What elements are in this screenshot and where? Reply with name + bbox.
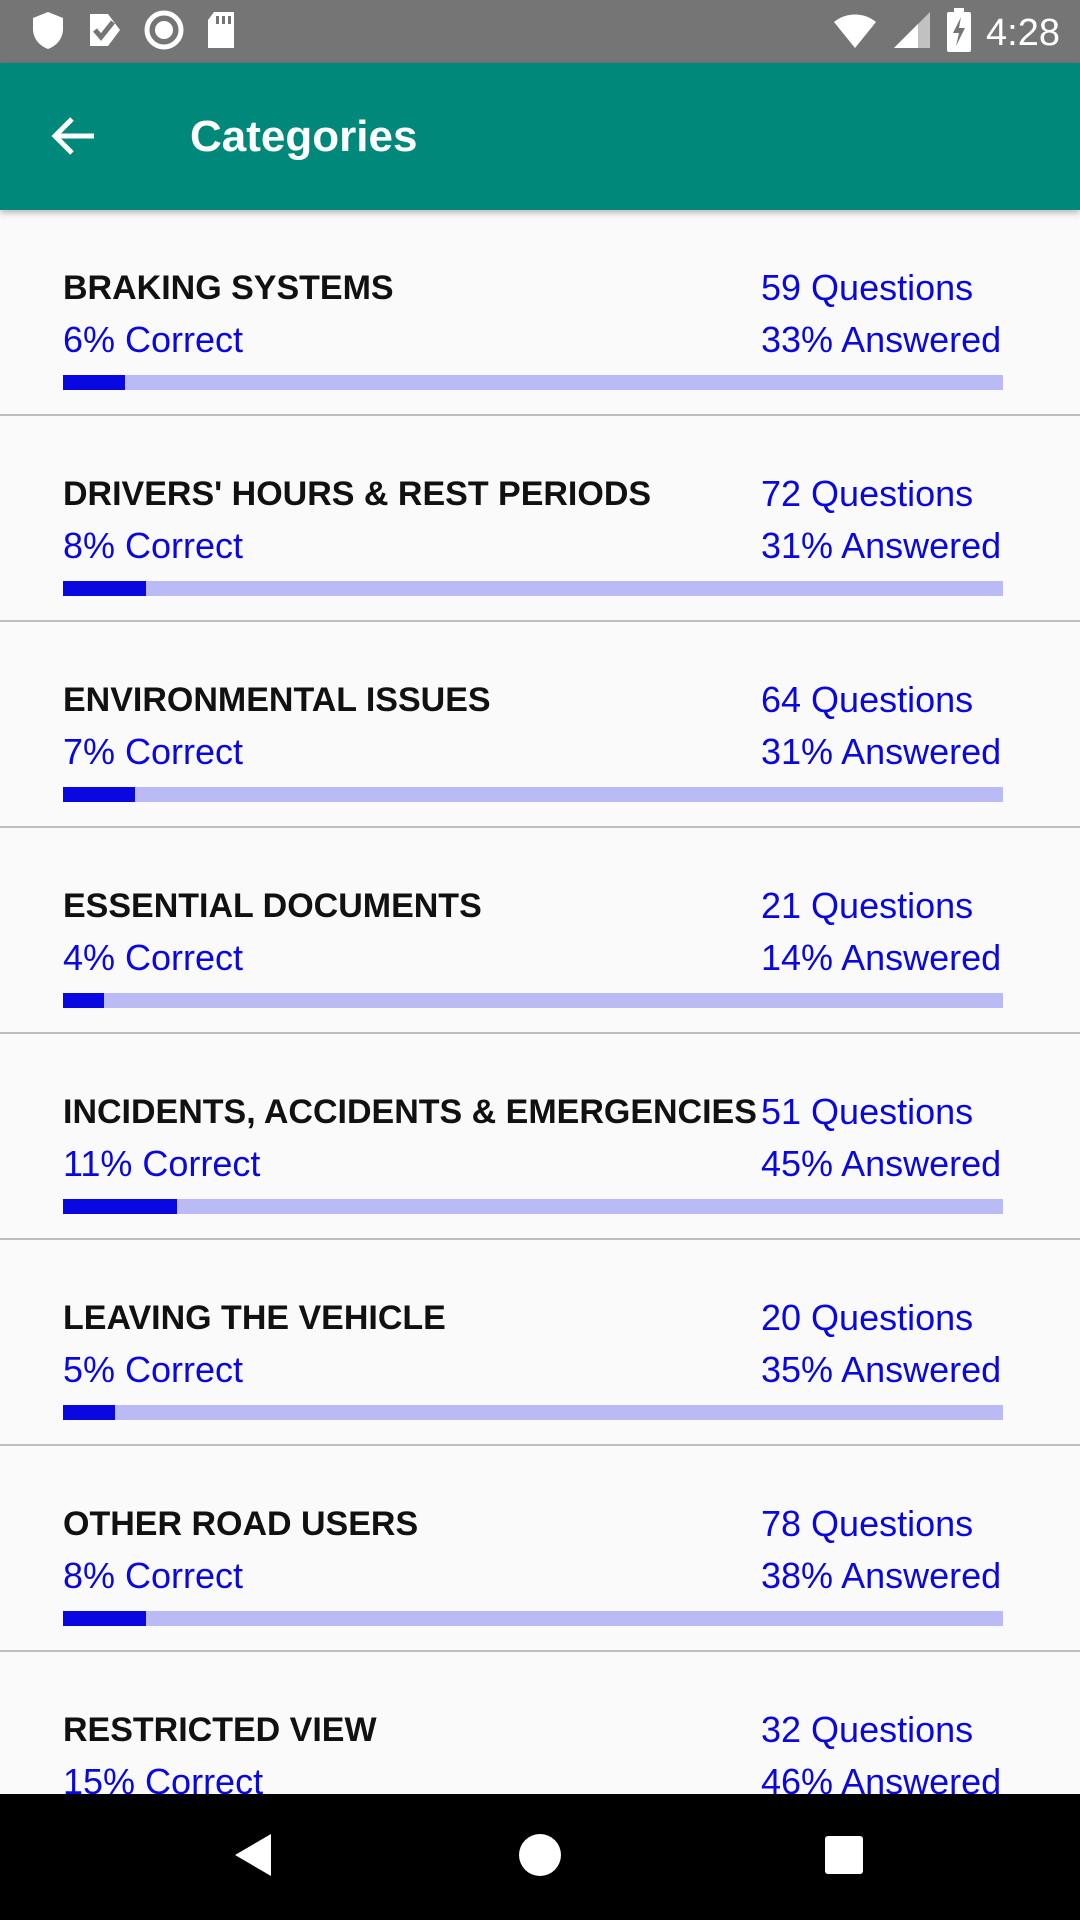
- category-questions: 21 Questions: [761, 885, 974, 926]
- nav-home-icon: [518, 1833, 562, 1882]
- progress-fill: [63, 993, 104, 1008]
- category-row[interactable]: DRIVERS' HOURS & REST PERIODS 8% Correct…: [0, 416, 1080, 622]
- category-correct: 11% Correct: [63, 1143, 261, 1184]
- category-answered: 38% Answered: [761, 1555, 1002, 1596]
- category-answered: 31% Answered: [761, 525, 1002, 566]
- category-row[interactable]: INCIDENTS, ACCIDENTS & EMERGENCIES 11% C…: [0, 1034, 1080, 1240]
- category-correct: 5% Correct: [63, 1349, 244, 1390]
- category-name: BRAKING SYSTEMS: [63, 269, 394, 307]
- category-name: ENVIRONMENTAL ISSUES: [63, 681, 491, 719]
- category-questions: 51 Questions: [761, 1091, 974, 1132]
- category-name: LEAVING THE VEHICLE: [63, 1299, 446, 1337]
- back-button[interactable]: [38, 103, 108, 173]
- category-name: ESSENTIAL DOCUMENTS: [63, 887, 482, 925]
- nav-home-button[interactable]: [505, 1822, 575, 1892]
- nav-recents-icon: [824, 1835, 864, 1880]
- category-questions: 20 Questions: [761, 1297, 974, 1338]
- category-answered: 33% Answered: [761, 319, 1002, 360]
- progress-bar: [63, 993, 1003, 1008]
- progress-bar: [63, 1199, 1003, 1214]
- category-row[interactable]: BRAKING SYSTEMS 6% Correct 59 Questions …: [0, 210, 1080, 416]
- category-correct: 7% Correct: [63, 731, 244, 772]
- category-questions: 32 Questions: [761, 1709, 974, 1750]
- progress-fill: [63, 581, 146, 596]
- nav-back-icon: [231, 1831, 275, 1884]
- category-answered: 14% Answered: [761, 937, 1002, 978]
- category-questions: 78 Questions: [761, 1503, 974, 1544]
- category-row[interactable]: ESSENTIAL DOCUMENTS 4% Correct 21 Questi…: [0, 828, 1080, 1034]
- category-list[interactable]: BRAKING SYSTEMS 6% Correct 59 Questions …: [0, 210, 1080, 1794]
- wifi-icon: [832, 10, 878, 55]
- category-correct: 8% Correct: [63, 525, 244, 566]
- category-questions: 72 Questions: [761, 473, 974, 514]
- category-correct: 4% Correct: [63, 937, 244, 978]
- circle-record-icon: [144, 10, 184, 50]
- page-title: Categories: [190, 112, 418, 161]
- progress-fill: [63, 1611, 146, 1626]
- progress-bar: [63, 581, 1003, 596]
- category-name: OTHER ROAD USERS: [63, 1505, 419, 1543]
- check-flag-icon: [86, 10, 124, 50]
- sd-card-icon: [204, 10, 238, 50]
- shield-icon: [30, 10, 66, 50]
- category-questions: 64 Questions: [761, 679, 974, 720]
- category-name: DRIVERS' HOURS & REST PERIODS: [63, 475, 652, 513]
- progress-bar: [63, 1405, 1003, 1420]
- category-correct: 8% Correct: [63, 1555, 244, 1596]
- category-correct: 15% Correct: [63, 1761, 264, 1795]
- category-correct: 6% Correct: [63, 319, 244, 360]
- progress-fill: [63, 1199, 177, 1214]
- progress-bar: [63, 787, 1003, 802]
- progress-fill: [63, 1405, 115, 1420]
- arrow-back-icon: [50, 116, 96, 161]
- progress-fill: [63, 375, 125, 390]
- status-notification-icons: [30, 10, 238, 50]
- category-questions: 59 Questions: [761, 267, 974, 308]
- category-answered: 46% Answered: [761, 1761, 1002, 1795]
- category-answered: 31% Answered: [761, 731, 1002, 772]
- category-name: INCIDENTS, ACCIDENTS & EMERGENCIES: [63, 1093, 757, 1131]
- category-row[interactable]: LEAVING THE VEHICLE 5% Correct 20 Questi…: [0, 1240, 1080, 1446]
- navigation-bar: [0, 1794, 1080, 1920]
- category-row[interactable]: ENVIRONMENTAL ISSUES 7% Correct 64 Quest…: [0, 622, 1080, 828]
- battery-charging-icon: [946, 8, 972, 57]
- status-time: 4:28: [986, 11, 1060, 54]
- category-answered: 35% Answered: [761, 1349, 1002, 1390]
- nav-back-button[interactable]: [218, 1822, 288, 1892]
- status-bar: 4:28: [0, 0, 1080, 63]
- status-system-icons: 4:28: [832, 8, 1060, 57]
- category-row[interactable]: RESTRICTED VIEW 15% Correct 32 Questions…: [0, 1652, 1080, 1795]
- category-name: RESTRICTED VIEW: [63, 1711, 377, 1749]
- progress-bar: [63, 375, 1003, 390]
- progress-bar: [63, 1611, 1003, 1626]
- progress-fill: [63, 787, 135, 802]
- category-answered: 45% Answered: [761, 1143, 1002, 1184]
- app-bar: Categories: [0, 63, 1080, 210]
- signal-icon: [892, 10, 932, 55]
- nav-recents-button[interactable]: [809, 1822, 879, 1892]
- category-row[interactable]: OTHER ROAD USERS 8% Correct 78 Questions…: [0, 1446, 1080, 1652]
